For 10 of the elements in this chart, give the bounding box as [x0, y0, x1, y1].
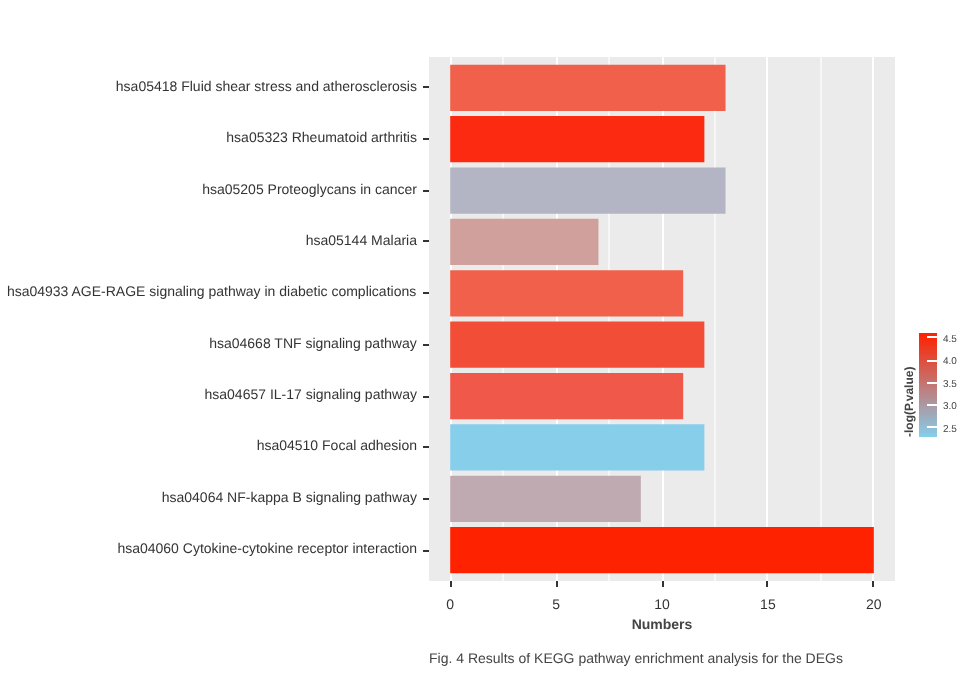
bar [450, 64, 726, 111]
bar [450, 270, 684, 317]
bar [450, 527, 874, 574]
bar [450, 475, 641, 522]
bar [450, 218, 599, 266]
bar [450, 321, 705, 368]
bar [450, 167, 726, 214]
bar [450, 372, 684, 420]
bar [450, 116, 705, 163]
bar [450, 424, 705, 471]
